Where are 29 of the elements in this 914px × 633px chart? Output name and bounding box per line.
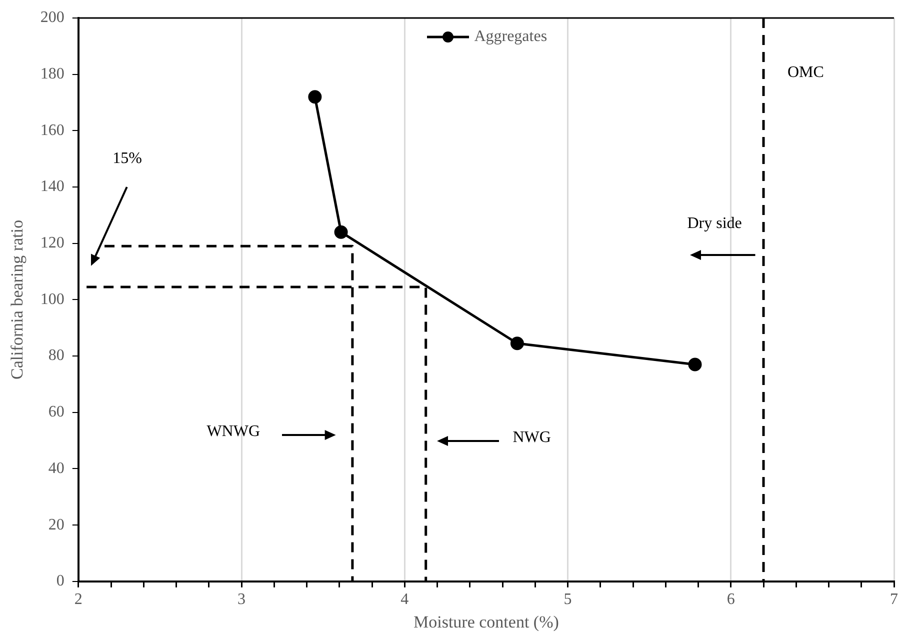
x-tick-label: 7	[890, 591, 898, 608]
y-axis-title: California bearing ratio	[8, 220, 27, 380]
x-tick-label: 3	[238, 591, 246, 608]
x-tick-label: 4	[400, 591, 409, 608]
y-tick-label: 0	[56, 572, 64, 590]
point	[688, 358, 702, 372]
annotation: WNWG	[206, 423, 260, 442]
x-axis-title: Moisture content (%)	[413, 612, 559, 632]
x-tick-label: 6	[726, 591, 735, 608]
point	[334, 225, 348, 239]
point	[308, 90, 322, 104]
y-tick-label: 180	[40, 66, 64, 83]
ref-line-label: OMC	[788, 64, 824, 82]
y-tick-label: 200	[40, 9, 64, 26]
annotation: NWG	[512, 428, 551, 447]
x-tick-label: 5	[564, 591, 572, 608]
y-tick-label: 60	[48, 404, 64, 421]
y-tick-label: 20	[48, 516, 64, 534]
annotation: Dry side	[687, 214, 742, 233]
y-tick-label: 160	[40, 122, 64, 139]
y-tick-label: 40	[48, 460, 64, 477]
y-tick-label: 100	[40, 290, 64, 308]
legend-label: Aggregates	[474, 28, 548, 46]
y-tick-label: 80	[48, 347, 64, 364]
annotation: 15%	[112, 150, 142, 168]
y-tick-label: 140	[40, 178, 64, 196]
y-tick-label: 120	[40, 234, 64, 252]
point	[510, 336, 524, 350]
x-tick-label: 2	[74, 591, 82, 608]
